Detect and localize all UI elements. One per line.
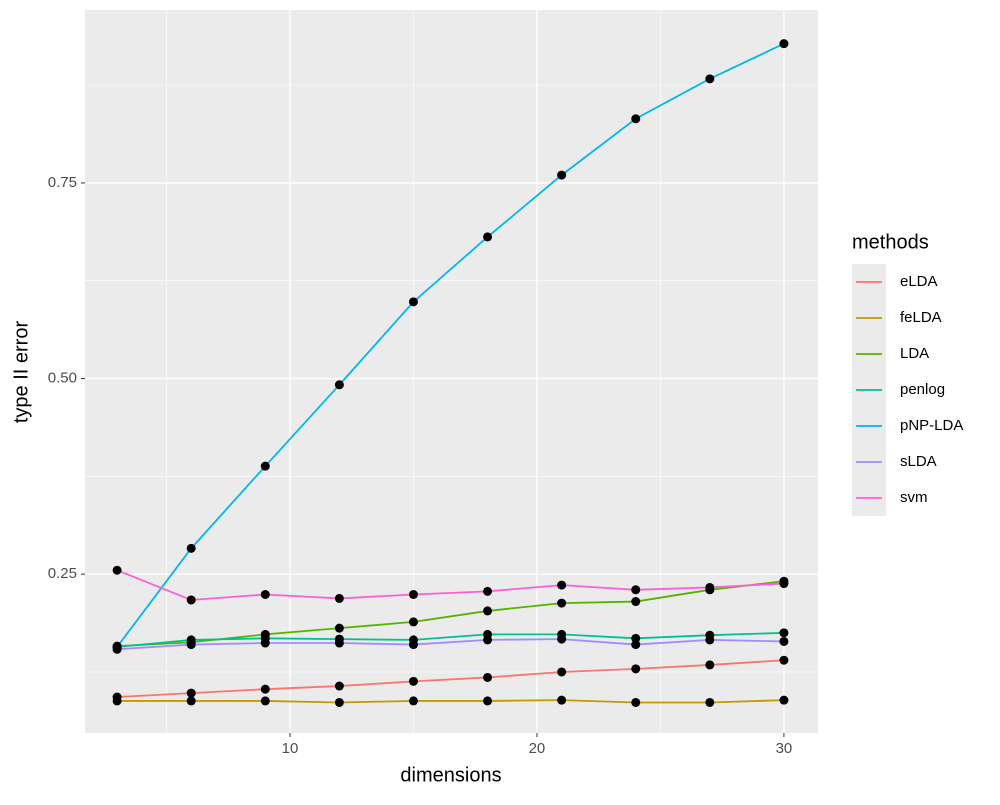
legend-label: LDA [900,345,929,362]
data-point [260,638,270,648]
data-point [334,681,344,691]
legend-label: svm [900,489,928,506]
data-point [557,667,567,677]
data-point [631,640,641,650]
data-point [557,580,567,590]
data-point [186,640,196,650]
legend-label: feLDA [900,309,942,326]
x-tick-label: 10 [282,740,299,757]
data-point [112,644,122,654]
data-point [779,695,789,705]
data-point [557,634,567,644]
x-axis-label: dimensions [400,764,501,786]
legend-label: eLDA [900,273,938,290]
data-point [631,664,641,674]
data-point [483,696,493,706]
legend-title: methods [852,231,929,253]
data-point [779,579,789,589]
legend-label: pNP-LDA [900,417,963,434]
data-point [186,595,196,605]
data-point [260,684,270,694]
data-point [779,636,789,646]
x-tick-label: 30 [776,740,793,757]
data-point [260,590,270,600]
data-point [705,635,715,645]
data-point [483,672,493,682]
data-point [483,635,493,645]
data-point [483,606,493,616]
data-point [260,696,270,706]
data-point [186,688,196,698]
data-point [557,170,567,180]
data-point [334,638,344,648]
data-point [705,582,715,592]
data-point [779,628,789,638]
series-line [117,631,784,648]
legend-label: sLDA [900,453,937,470]
data-point [483,232,493,242]
x-tick-label: 20 [529,740,546,757]
data-point [408,640,418,650]
data-point [186,543,196,553]
y-tick-label: 0.75 [48,174,77,191]
data-point [705,74,715,84]
data-point [705,660,715,670]
series-line [117,699,784,704]
series-line [116,42,785,648]
data-point [779,655,789,665]
data-point [408,676,418,686]
data-point [631,585,641,595]
y-tick-label: 0.50 [48,370,77,387]
data-point [408,590,418,600]
data-point [705,697,715,707]
data-point [334,697,344,707]
series-line [116,569,784,601]
data-point [631,633,641,643]
data-point [260,461,270,471]
data-point [334,593,344,603]
data-point [112,696,122,706]
series-line [117,659,784,698]
data-point [631,114,641,124]
panel [85,10,818,733]
data-point [408,696,418,706]
data-point [557,695,567,705]
data-point [334,380,344,390]
data-point [186,696,196,706]
data-point [779,39,789,49]
series-line [117,638,784,651]
data-point [483,586,493,596]
y-tick-label: 0.25 [48,565,77,582]
data-point [112,565,122,575]
data-point [631,597,641,607]
legend-label: penlog [900,381,945,398]
y-axis-label: type II error [10,321,32,424]
data-point [631,697,641,707]
data-point [334,623,344,633]
data-point [408,617,418,627]
data-point [408,297,418,307]
data-point [557,598,567,608]
